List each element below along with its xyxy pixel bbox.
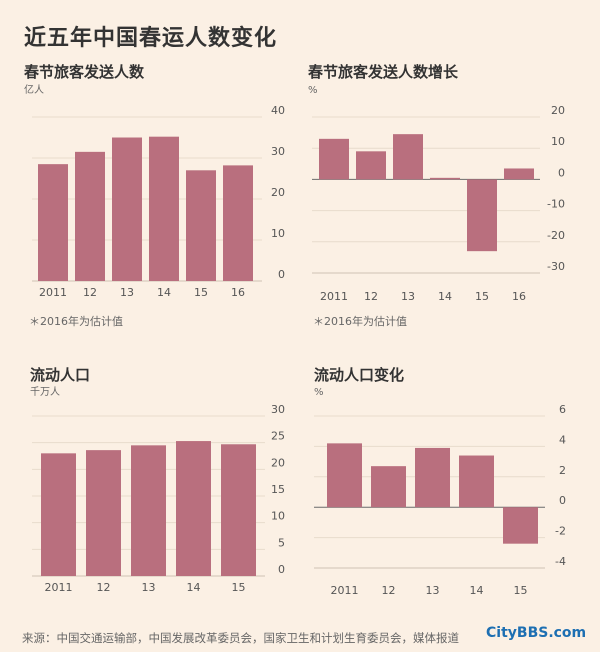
chart-1-bar xyxy=(38,164,68,281)
chart-2-x-tick-label: 16 xyxy=(512,290,526,303)
chart-4-x-tick-label: 2011 xyxy=(331,584,359,597)
chart-3-bar xyxy=(131,445,166,576)
chart-1-title: 春节旅客发送人数 xyxy=(24,63,145,81)
chart-4-y-tick-label: 0 xyxy=(559,494,566,507)
chart-1-bar xyxy=(75,151,105,281)
chart-4-y-tick-label: 6 xyxy=(559,403,566,416)
chart-4-y-tick-label: -2 xyxy=(555,525,566,538)
chart-3-x-tick-label: 12 xyxy=(97,581,111,594)
chart-3-unit: 千万人 xyxy=(30,386,60,398)
chart-4-x-tick-label: 12 xyxy=(382,584,396,597)
chart-3-y-tick-label: 30 xyxy=(271,403,285,416)
chart-3-bar xyxy=(41,453,76,576)
chart-2-x-tick-label: 14 xyxy=(438,290,452,303)
chart-4-bar xyxy=(327,443,362,508)
chart-3-x-tick-label: 14 xyxy=(187,581,201,594)
source-note: 来源：中国交通运输部，中国发展改革委员会，国家卫生和计划生育委员会，媒体报道 xyxy=(22,631,459,645)
chart-3-y-tick-label: 10 xyxy=(271,510,285,523)
chart-4-y-tick-label: 2 xyxy=(559,464,566,477)
chart-1-unit: 亿人 xyxy=(24,83,44,96)
chart-4-bar xyxy=(459,455,494,508)
chart-4-bar xyxy=(415,447,450,508)
chart-3-title: 流动人口 xyxy=(30,366,90,384)
chart-3-y-tick-label: 5 xyxy=(278,536,285,549)
chart-1-x-tick-label: 15 xyxy=(194,286,208,299)
chart-1-note: ＊2016年为估计值 xyxy=(29,314,123,328)
chart-3-bar xyxy=(176,441,211,576)
chart-1-x-tick-label: 12 xyxy=(83,286,97,299)
chart-1-x-tick-label: 14 xyxy=(157,286,171,299)
chart-1-x-tick-label: 13 xyxy=(120,286,134,299)
chart-3-y-tick-label: 0 xyxy=(278,563,285,576)
chart-2-title: 春节旅客发送人数增长 xyxy=(308,63,459,81)
page-title: 近五年中国春运人数变化 xyxy=(24,26,278,51)
chart-4-y-tick-label: 4 xyxy=(559,433,566,446)
chart-1-bar xyxy=(149,136,179,281)
chart-2-x-tick-label: 2011 xyxy=(320,290,348,303)
chart-4-bar xyxy=(503,507,538,544)
chart-1-x-tick-label: 2011 xyxy=(39,286,67,299)
chart-1-y-tick-label: 30 xyxy=(271,145,285,158)
chart-2-y-tick-label: -20 xyxy=(547,229,565,242)
chart-2-bar xyxy=(319,138,349,180)
chart-2-y-tick-label: -30 xyxy=(547,260,565,273)
chart-4-title: 流动人口变化 xyxy=(314,366,404,384)
chart-3-bar xyxy=(86,450,121,576)
chart-1-bar xyxy=(186,170,216,281)
chart-2-x-tick-label: 15 xyxy=(475,290,489,303)
chart-2-note: ＊2016年为估计值 xyxy=(313,314,407,328)
chart-1-y-tick-label: 0 xyxy=(278,268,285,281)
chart-1-y-tick-label: 40 xyxy=(271,104,285,117)
chart-1-x-tick-label: 16 xyxy=(231,286,245,299)
chart-2-bar xyxy=(430,177,460,180)
chart-2-y-tick-label: -10 xyxy=(547,198,565,211)
chart-2-y-tick-label: 20 xyxy=(551,104,565,117)
chart-2-x-tick-label: 13 xyxy=(401,290,415,303)
chart-2-unit: % xyxy=(308,85,318,96)
chart-2-y-tick-label: 0 xyxy=(558,166,565,179)
chart-3-y-tick-label: 25 xyxy=(271,430,285,443)
chart-3-x-tick-label: 13 xyxy=(142,581,156,594)
chart-3-bar xyxy=(221,444,256,576)
chart-4-y-tick-label: -4 xyxy=(555,555,566,568)
chart-2-y-tick-label: 10 xyxy=(551,135,565,148)
chart-2-bar xyxy=(356,151,386,180)
chart-2-x-tick-label: 12 xyxy=(364,290,378,303)
chart-3-y-tick-label: 15 xyxy=(271,483,285,496)
chart-1-y-tick-label: 10 xyxy=(271,227,285,240)
chart-3-x-tick-label: 2011 xyxy=(45,581,73,594)
chart-4-bar xyxy=(371,466,406,508)
chart-4-x-tick-label: 13 xyxy=(426,584,440,597)
chart-1-bar xyxy=(223,165,253,281)
chart-1-bar xyxy=(112,137,142,281)
chart-2-bar xyxy=(504,168,534,180)
chart-1-y-tick-label: 20 xyxy=(271,186,285,199)
watermark: CityBBS.com xyxy=(486,625,587,641)
chart-4-x-tick-label: 15 xyxy=(514,584,528,597)
chart-2-bar xyxy=(467,179,497,252)
chart-4-unit: % xyxy=(314,387,324,398)
chart-3-x-tick-label: 15 xyxy=(232,581,246,594)
chart-2-bar xyxy=(393,134,423,180)
chart-4-x-tick-label: 14 xyxy=(470,584,484,597)
chart-3-y-tick-label: 20 xyxy=(271,456,285,469)
